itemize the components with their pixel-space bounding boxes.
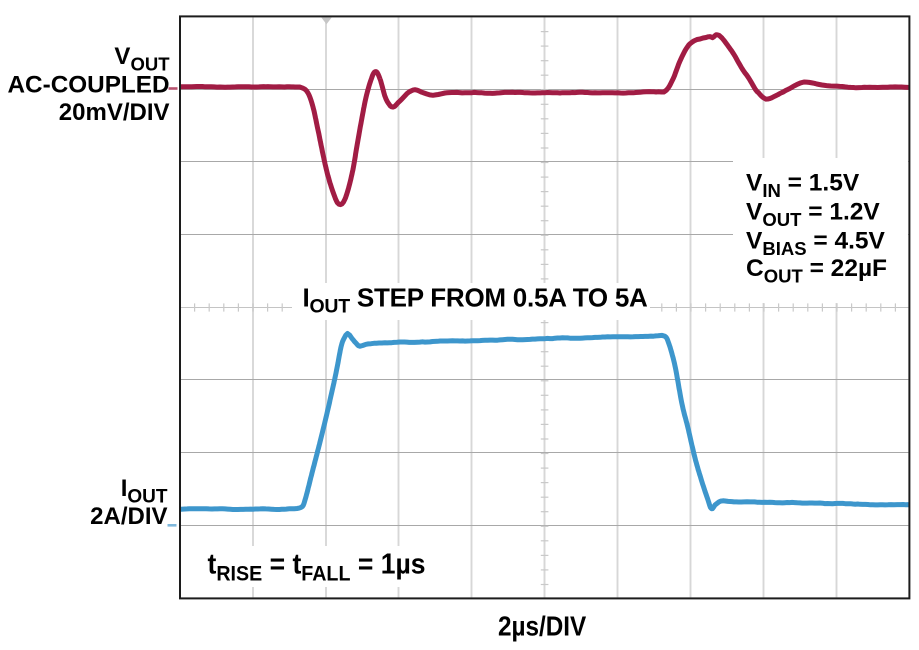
svg-text:2µs/DIV: 2µs/DIV [498, 610, 587, 642]
svg-text:IOUT STEP FROM 0.5A TO 5A: IOUT STEP FROM 0.5A TO 5A [303, 283, 649, 318]
svg-text:20mV/DIV: 20mV/DIV [59, 99, 170, 126]
svg-text:AC-COUPLED: AC-COUPLED [8, 72, 170, 99]
svg-text:2A/DIV: 2A/DIV [90, 503, 167, 530]
